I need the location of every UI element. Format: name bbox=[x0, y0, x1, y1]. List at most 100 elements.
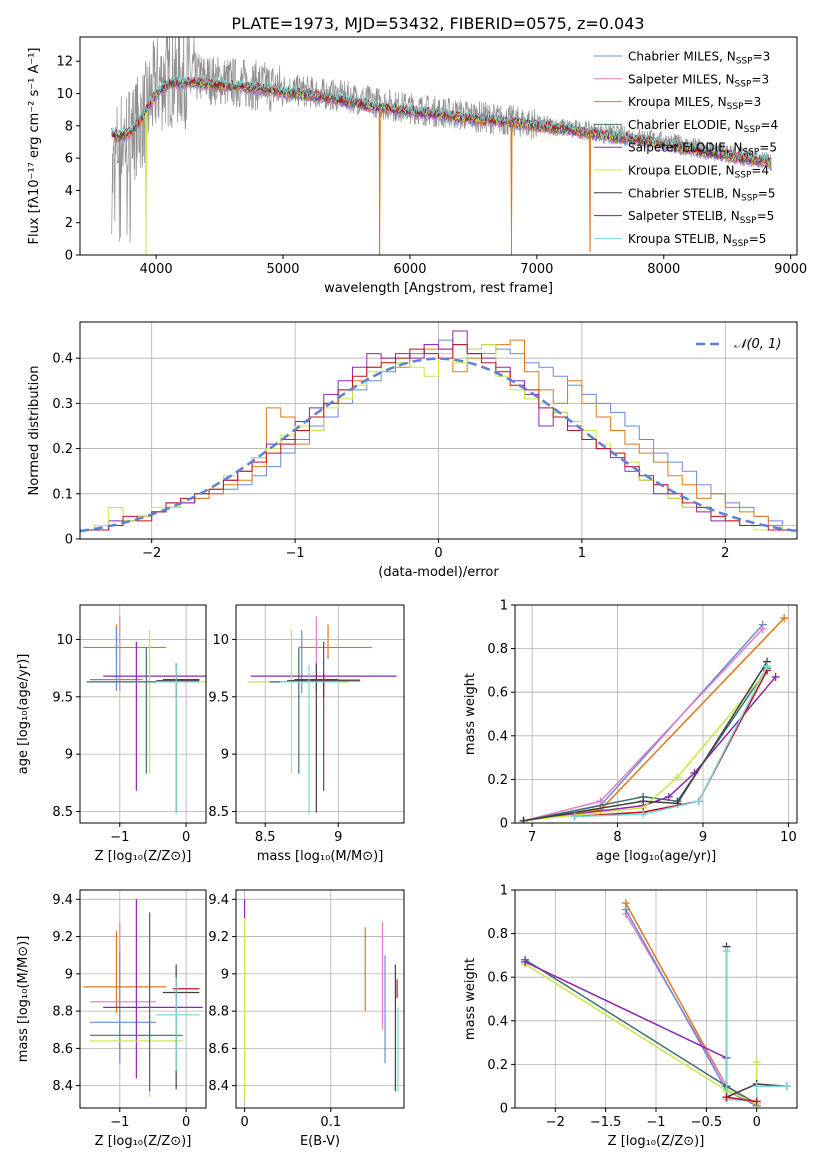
legend-label-name: Salpeter STELIB, N bbox=[628, 209, 740, 223]
weight-line-5 bbox=[523, 669, 768, 822]
plot-area bbox=[111, 37, 772, 255]
plus-marker bbox=[780, 614, 789, 623]
x-tick-label: −2 bbox=[546, 1115, 565, 1130]
y-axis-label: mass weight bbox=[463, 673, 478, 755]
legend-label-tail: =3 bbox=[744, 95, 762, 109]
x-tick-label: 9 bbox=[699, 830, 707, 845]
legend-label-tail: =5 bbox=[758, 186, 776, 200]
x-tick-label: 0 bbox=[753, 1115, 761, 1130]
x-tick-label: −1 bbox=[646, 1115, 665, 1130]
plus-marker bbox=[758, 624, 767, 633]
legend-label-tail: =5 bbox=[759, 141, 777, 155]
y-tick-label: 0.8 bbox=[487, 927, 508, 942]
x-tick-label: 0 bbox=[182, 830, 190, 845]
legend-label-sub: SSP bbox=[736, 57, 753, 67]
y-tick-label: 8.4 bbox=[208, 1079, 229, 1094]
x-tick-label: −1 bbox=[110, 1115, 129, 1130]
errorbar-point bbox=[103, 641, 206, 791]
plus-marker bbox=[673, 773, 682, 782]
y-tick-label: 0.2 bbox=[487, 1058, 508, 1073]
legend-label-sub: SSP bbox=[741, 193, 758, 203]
plot-area bbox=[83, 616, 206, 814]
y-tick-label: 0.4 bbox=[487, 729, 508, 744]
x-tick-label: 8000 bbox=[647, 262, 680, 277]
legend-label-tail: =5 bbox=[749, 232, 767, 246]
legend-label: Chabrier ELODIE, NSSP=4 bbox=[628, 118, 778, 135]
x-tick-label: 7 bbox=[528, 830, 536, 845]
plus-marker bbox=[722, 1093, 731, 1102]
errorbar-point bbox=[298, 624, 372, 659]
y-tick-label: 0.8 bbox=[487, 642, 508, 657]
plus-marker bbox=[570, 812, 579, 821]
x-tick-label: −1.5 bbox=[590, 1115, 622, 1130]
legend-label-name: Chabrier ELODIE, N bbox=[628, 118, 744, 132]
legend-label-name: Salpeter MILES, N bbox=[628, 72, 735, 86]
errorbar-point bbox=[83, 624, 167, 659]
legend-label-name: Chabrier STELIB, N bbox=[628, 186, 741, 200]
axes-frame bbox=[79, 889, 207, 1109]
y-axis-label: mass weight bbox=[463, 958, 478, 1040]
y-tick-label: 10 bbox=[56, 87, 73, 102]
axes-frame bbox=[79, 36, 798, 256]
plot-area bbox=[521, 899, 791, 1108]
axes-frame bbox=[235, 604, 405, 824]
weight-line-8 bbox=[574, 665, 768, 818]
y-tick-label: 12 bbox=[56, 55, 73, 70]
errorbar-point bbox=[86, 647, 200, 774]
errorbar-point bbox=[83, 930, 167, 1013]
errorbar-point bbox=[156, 664, 200, 814]
x-tick-label: 6000 bbox=[393, 262, 426, 277]
y-tick-label: 1 bbox=[500, 599, 508, 614]
legend-label: Kroupa MILES, NSSP=3 bbox=[628, 95, 761, 112]
weight-line-1 bbox=[625, 913, 758, 1107]
y-tick-label: 0.2 bbox=[52, 442, 73, 457]
y-tick-label: 8.5 bbox=[208, 805, 229, 820]
x-axis-label: Z [log₁₀(Z/Z⊙)] bbox=[608, 1134, 705, 1149]
y-tick-label: 9.4 bbox=[208, 893, 229, 908]
y-tick-label: 0.2 bbox=[487, 773, 508, 788]
y-tick-label: 9 bbox=[65, 748, 73, 763]
legend-label-sub: SSP bbox=[735, 79, 752, 89]
panel-mass_vs_ebv: 0 0.1 8.4 8.6 8.8 9 9.2 9.4 E(B-V) bbox=[208, 889, 405, 1149]
y-tick-label: 1 bbox=[500, 884, 508, 899]
figure-title: PLATE=1973, MJD=53432, FIBERID=0575, z=0… bbox=[231, 14, 644, 33]
panel-age_vs_mass: 8.5 9 8.5 9 9.5 10 mass [log₁₀(M/M⊙)] bbox=[208, 604, 405, 864]
y-tick-label: 8 bbox=[65, 119, 73, 134]
axes-frame bbox=[235, 889, 405, 1109]
plus-marker bbox=[771, 672, 780, 681]
y-tick-label: 8.8 bbox=[208, 1005, 229, 1020]
y-tick-label: 0.4 bbox=[52, 352, 73, 367]
y-tick-label: 9.2 bbox=[52, 930, 73, 945]
legend-label-name: Kroupa STELIB, N bbox=[628, 232, 732, 246]
axes-frame bbox=[514, 604, 798, 824]
legend-label: Salpeter ELODIE, NSSP=5 bbox=[628, 141, 777, 158]
y-tick-label: 0.6 bbox=[487, 971, 508, 986]
legend-label-tail: =4 bbox=[760, 118, 778, 132]
y-tick-label: 8.6 bbox=[208, 1042, 229, 1057]
weight-line-7 bbox=[574, 670, 768, 818]
plot-area bbox=[519, 614, 789, 823]
legend: 𝒩(0, 1) bbox=[696, 337, 781, 352]
plus-marker bbox=[694, 797, 703, 806]
plus-marker bbox=[596, 797, 605, 806]
legend-label-tail: =3 bbox=[751, 72, 769, 86]
histogram-series-1 bbox=[80, 339, 797, 539]
plus-marker bbox=[752, 1058, 761, 1067]
y-tick-label: 9.5 bbox=[52, 690, 73, 705]
plus-marker bbox=[664, 792, 673, 801]
x-tick-label: 0 bbox=[240, 1115, 248, 1130]
legend-label-sub: SSP bbox=[727, 102, 744, 112]
weight-line-6 bbox=[523, 661, 768, 822]
plus-marker bbox=[782, 1082, 791, 1091]
weight-line-5 bbox=[524, 961, 727, 1059]
legend-label: Chabrier MILES, NSSP=3 bbox=[628, 50, 770, 67]
x-tick-label: 0 bbox=[434, 546, 442, 561]
legend-label-sub: SSP bbox=[742, 148, 759, 158]
y-tick-label: 8.4 bbox=[52, 1079, 73, 1094]
legend-label: Salpeter MILES, NSSP=3 bbox=[628, 72, 769, 89]
y-axis-label: Flux [fλ10⁻¹⁷ erg cm⁻² s⁻¹ A⁻¹] bbox=[27, 48, 42, 245]
x-tick-label: 9 bbox=[334, 830, 342, 845]
y-tick-label: 2 bbox=[65, 216, 73, 231]
x-tick-label: 9000 bbox=[774, 262, 807, 277]
errorbar-point bbox=[103, 899, 203, 1079]
